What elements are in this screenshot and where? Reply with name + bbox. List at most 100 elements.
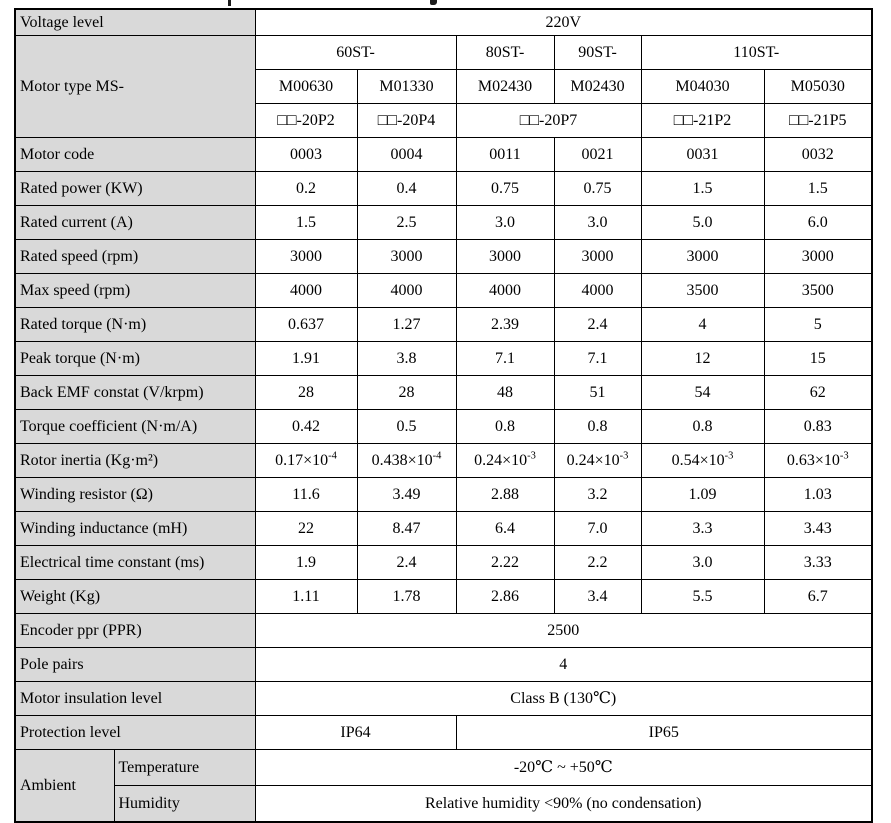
spec-value: 6.7	[763, 579, 873, 614]
spec-value: 1.27	[356, 307, 457, 342]
spec-label: Pole pairs	[14, 647, 256, 682]
spec-value: 0.24×10-3	[553, 443, 642, 478]
spec-value: 1.9	[254, 545, 358, 580]
spec-value: 0.63×10-3	[763, 443, 873, 478]
spec-value: 3.2	[553, 477, 642, 512]
spec-value: 0.4	[356, 171, 457, 206]
spec-value: 0.637	[254, 307, 358, 342]
humidity-value: Relative humidity <90% (no condensation)	[254, 785, 873, 823]
spec-value: 0.54×10-3	[640, 443, 765, 478]
spec-value: 28	[254, 375, 358, 410]
spec-value: 2.4	[356, 545, 457, 580]
spec-label: Winding resistor (Ω)	[14, 477, 256, 512]
spec-value: 0.83	[763, 409, 873, 444]
spec-value: 3.3	[640, 511, 765, 546]
spec-label: Protection level	[14, 715, 256, 750]
protection-ip65-cell: IP65	[455, 715, 873, 750]
spec-value: 5.5	[640, 579, 765, 614]
temperature-value: -20℃ ~ +50℃	[254, 749, 873, 786]
model-cell: M04030	[640, 69, 765, 104]
spec-label: Rated current (A)	[14, 205, 256, 240]
spec-value: 0.24×10-3	[455, 443, 555, 478]
model-cell: M01330	[356, 69, 457, 104]
spec-value: 3.0	[455, 205, 555, 240]
spec-value: 3000	[356, 239, 457, 274]
series-80st: 80ST-	[455, 35, 555, 70]
spec-value: 0.8	[553, 409, 642, 444]
spec-value: 4000	[553, 273, 642, 308]
spec-row-weight: Weight (Kg) 1.11 1.78 2.86 3.4 5.5 6.7	[14, 579, 873, 614]
spec-value-full: 2500	[254, 613, 873, 648]
motor-spec-table-container: Voltage level 220V Motor type MS- 60ST- …	[14, 8, 873, 823]
spec-value: 2.4	[553, 307, 642, 342]
spec-value: 0003	[254, 137, 358, 172]
spec-row-rotor-inertia: Rotor inertia (Kg·m²) 0.17×10-4 0.438×10…	[14, 443, 873, 478]
spec-row-rated-torque: Rated torque (N·m) 0.637 1.27 2.39 2.4 4…	[14, 307, 873, 342]
spec-value: 0.75	[553, 171, 642, 206]
spec-value: 3500	[640, 273, 765, 308]
model-row: M00630 M01330 M02430 M02430 M04030 M0503…	[15, 69, 873, 104]
spec-value: 0.75	[455, 171, 555, 206]
spec-label: Back EMF constat (V/krpm)	[14, 375, 256, 410]
spec-value: 4000	[356, 273, 457, 308]
spec-value: 48	[455, 375, 555, 410]
spec-value: 0.17×10-4	[254, 443, 358, 478]
spec-value: 3000	[553, 239, 642, 274]
voltage-row: Voltage level 220V	[14, 8, 873, 36]
spec-value: 4000	[254, 273, 358, 308]
spec-row-winding-resistor: Winding resistor (Ω) 11.6 3.49 2.88 3.2 …	[14, 477, 873, 512]
temperature-label: Temperature	[113, 749, 256, 786]
spec-value: 5	[763, 307, 873, 342]
spec-row-peak-torque: Peak torque (N·m) 1.91 3.8 7.1 7.1 12 15	[14, 341, 873, 376]
protection-ip64-cell: IP64	[254, 715, 457, 750]
spec-value: 0031	[640, 137, 765, 172]
spec-label: Rotor inertia (Kg·m²)	[14, 443, 256, 478]
spec-value: 12	[640, 341, 765, 376]
voltage-level-label: Voltage level	[14, 8, 256, 36]
spec-label: Weight (Kg)	[14, 579, 256, 614]
spec-label: Motor code	[14, 137, 256, 172]
motor-spec-table: Voltage level 220V Motor type MS- 60ST- …	[14, 8, 873, 823]
humidity-label: Humidity	[113, 785, 256, 823]
cropped-caption-remnant	[228, 0, 231, 6]
cropped-caption-remnant	[430, 0, 437, 5]
spec-value: 2.39	[455, 307, 555, 342]
full-row-pole-pairs: Pole pairs 4	[14, 647, 873, 682]
spec-value: 6.4	[455, 511, 555, 546]
spec-value: 1.11	[254, 579, 358, 614]
spec-value: 0011	[455, 137, 555, 172]
spec-value: 4000	[455, 273, 555, 308]
full-row-encoder: Encoder ppr (PPR) 2500	[14, 613, 873, 648]
spec-value: 0.8	[455, 409, 555, 444]
spec-value: 0032	[763, 137, 873, 172]
spec-row-rated-speed: Rated speed (rpm) 3000 3000 3000 3000 30…	[14, 239, 873, 274]
spec-value: 3.0	[640, 545, 765, 580]
spec-value: 3.49	[356, 477, 457, 512]
model-cell: M05030	[763, 69, 873, 104]
spec-row-rated-power: Rated power (KW) 0.2 0.4 0.75 0.75 1.5 1…	[14, 171, 873, 206]
spec-value: 3000	[763, 239, 873, 274]
spec-value: 22	[254, 511, 358, 546]
motor-type-label: Motor type MS-	[14, 35, 256, 138]
spec-label: Max speed (rpm)	[14, 273, 256, 308]
spec-value: 4	[640, 307, 765, 342]
spec-value: 3000	[455, 239, 555, 274]
spec-label: Encoder ppr (PPR)	[14, 613, 256, 648]
variant-row: □□-20P2 □□-20P4 □□-20P7 □□-21P2 □□-21P5	[15, 103, 873, 138]
spec-value: 11.6	[254, 477, 358, 512]
spec-value: 15	[763, 341, 873, 376]
spec-row-winding-inductance: Winding inductance (mH) 22 8.47 6.4 7.0 …	[14, 511, 873, 546]
spec-value: 0004	[356, 137, 457, 172]
variant-cell: □□-20P2	[254, 103, 358, 138]
spec-row-torque-coefficient: Torque coefficient (N·m/A) 0.42 0.5 0.8 …	[14, 409, 873, 444]
spec-value: 0.438×10-4	[356, 443, 457, 478]
spec-value: 2.86	[455, 579, 555, 614]
model-cell: M00630	[254, 69, 358, 104]
spec-label: Rated power (KW)	[14, 171, 256, 206]
protection-row: Protection level IP64 IP65	[14, 715, 873, 750]
spec-value: 1.5	[640, 171, 765, 206]
spec-value: 3000	[640, 239, 765, 274]
spec-value: 2.2	[553, 545, 642, 580]
spec-value: 3.43	[763, 511, 873, 546]
